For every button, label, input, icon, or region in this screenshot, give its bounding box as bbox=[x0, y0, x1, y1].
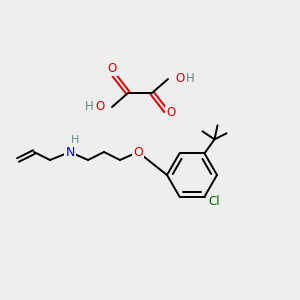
Text: H: H bbox=[186, 73, 195, 85]
Text: O: O bbox=[96, 100, 105, 113]
Text: N: N bbox=[65, 146, 75, 158]
Text: O: O bbox=[175, 73, 184, 85]
Text: O: O bbox=[107, 62, 117, 76]
Text: H: H bbox=[85, 100, 94, 113]
Text: H: H bbox=[71, 135, 79, 145]
Text: O: O bbox=[133, 146, 143, 158]
Text: O: O bbox=[167, 106, 176, 119]
Text: Cl: Cl bbox=[209, 195, 220, 208]
